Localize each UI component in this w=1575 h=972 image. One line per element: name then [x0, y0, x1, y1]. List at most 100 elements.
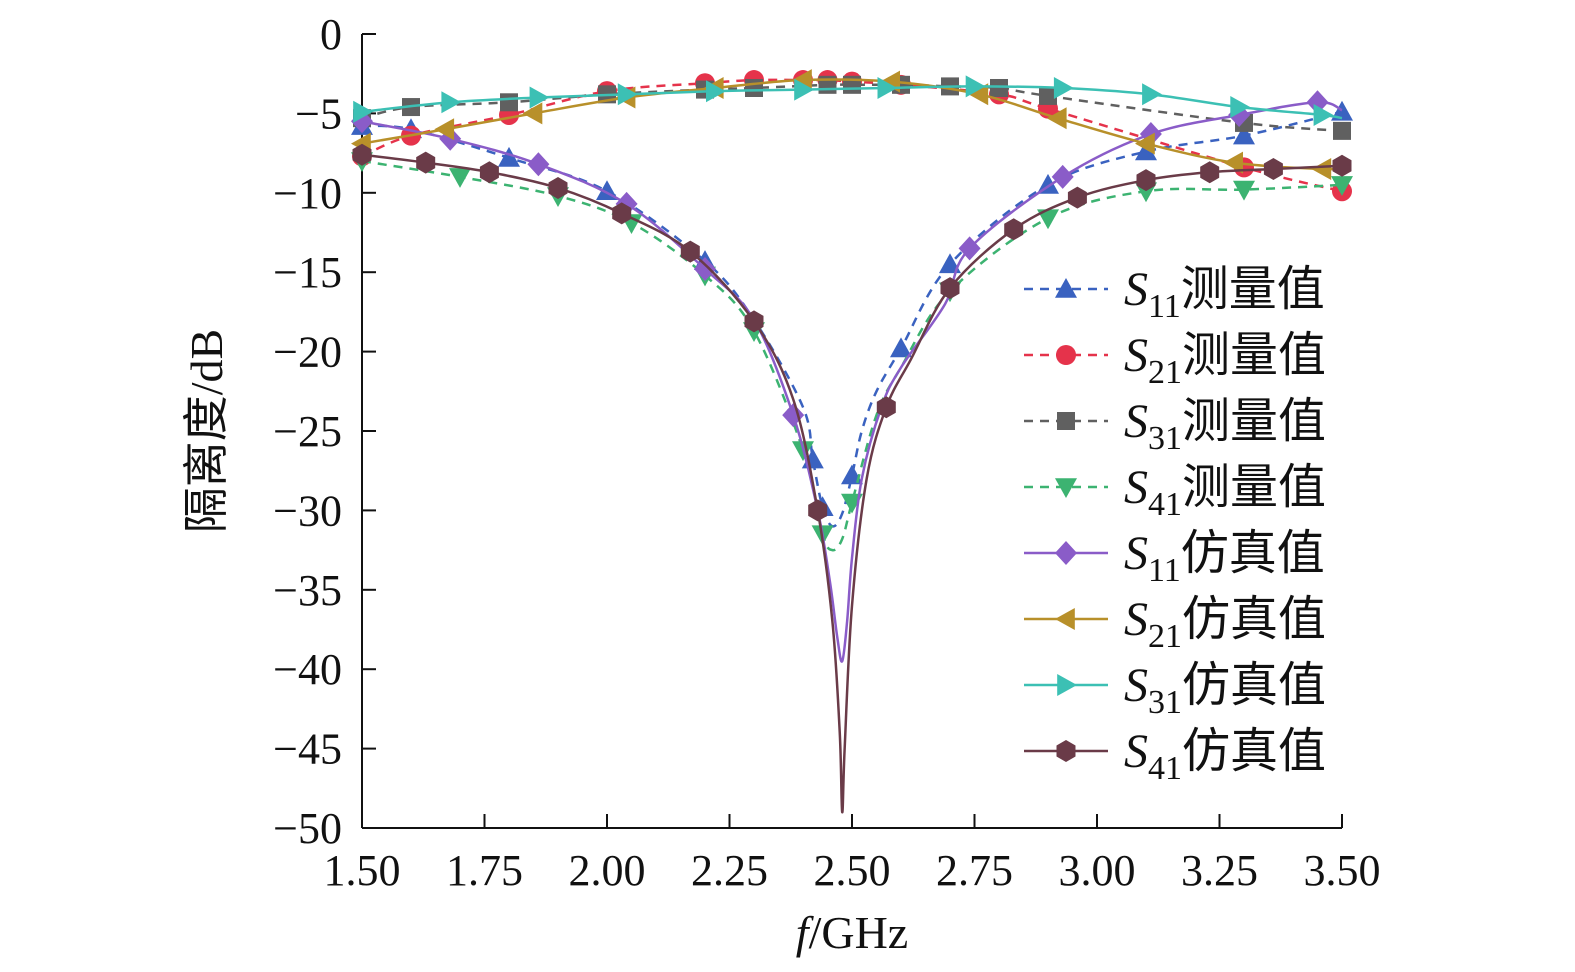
x-tick-label: 3.25: [1181, 846, 1258, 895]
y-tick-label: −40: [273, 645, 342, 694]
data-point: [1333, 121, 1351, 140]
legend-symbol: S: [1124, 593, 1148, 646]
x-axis-title-unit: /GHz: [809, 907, 909, 958]
legend-marker: [1055, 541, 1077, 565]
data-point: [353, 100, 373, 123]
x-tick-label: 3.50: [1304, 846, 1381, 895]
series-S21仿真值: [351, 69, 1343, 180]
data-point: [1053, 77, 1074, 99]
legend-entry: S31测量值: [1024, 395, 1326, 457]
x-tick-label: 2.00: [569, 846, 646, 895]
legend-kind: 仿真值: [1181, 527, 1325, 580]
y-tick-label: −5: [295, 89, 342, 138]
data-point: [1223, 151, 1243, 174]
data-point: [1233, 180, 1255, 201]
data-point: [792, 69, 812, 92]
series-S41仿真值: [352, 143, 1352, 814]
series-S31仿真值: [353, 75, 1343, 126]
data-point: [1004, 218, 1024, 241]
data-point: [1313, 104, 1334, 126]
y-tick-label: −45: [273, 725, 342, 774]
legend-subscript: 11: [1148, 288, 1181, 325]
legend-kind: 测量值: [1181, 263, 1325, 316]
data-point: [1135, 132, 1155, 155]
data-point: [434, 118, 455, 141]
legend-label: S21仿真值: [1124, 593, 1326, 655]
data-point: [1331, 176, 1353, 196]
legend-kind: 仿真值: [1182, 593, 1326, 646]
data-point: [500, 93, 518, 112]
x-ticks: 1.50 1.75 2.00 2.25 2.50 2.75 3.00 3.25 3.50: [324, 814, 1381, 895]
x-tick-label: 2.25: [691, 846, 768, 895]
data-point: [808, 499, 828, 522]
data-point: [1046, 107, 1067, 130]
data-point: [1200, 161, 1220, 184]
legend-subscript: 11: [1148, 552, 1181, 589]
data-point: [876, 396, 896, 419]
data-point: [968, 83, 989, 106]
legend-label: S31仿真值: [1124, 659, 1326, 721]
x-axis-title: f/GHz: [796, 907, 908, 958]
legend-symbol: S: [1124, 659, 1148, 712]
data-point: [744, 310, 764, 333]
y-tick-label: −30: [273, 486, 342, 535]
x-tick-label: 3.00: [1059, 846, 1136, 895]
data-point: [1306, 90, 1329, 115]
data-point: [990, 78, 1008, 97]
data-point: [1233, 124, 1255, 145]
legend-symbol: S: [1124, 395, 1148, 448]
y-tick-label: −50: [273, 804, 342, 853]
data-point: [441, 91, 462, 114]
data-point: [694, 257, 716, 281]
legend-subscript: 21: [1148, 354, 1182, 391]
legend-symbol: S: [1124, 461, 1148, 514]
y-tick-label: 0: [320, 10, 342, 59]
legend-label: S41测量值: [1124, 461, 1326, 523]
legend-subscript: 41: [1148, 486, 1182, 523]
legend-symbol: S: [1124, 527, 1148, 580]
legend-symbol: S: [1124, 263, 1148, 316]
legend-marker: [1055, 608, 1075, 630]
y-tick-label: −20: [273, 328, 342, 377]
data-point: [352, 143, 372, 166]
series-S11测量值: [351, 100, 1353, 528]
legend-subscript: 41: [1148, 750, 1182, 787]
legend-symbol: S: [1124, 725, 1148, 778]
x-tick-label: 2.50: [814, 846, 891, 895]
plot-area: [351, 69, 1353, 814]
data-point: [1039, 86, 1057, 105]
data-point: [1037, 209, 1059, 230]
legend-marker: [1057, 674, 1077, 696]
data-point: [529, 86, 550, 109]
legend-marker: [1055, 278, 1077, 298]
data-point: [527, 152, 550, 177]
legend-kind: 仿真值: [1182, 725, 1326, 778]
data-point: [958, 236, 981, 261]
data-point: [1051, 164, 1074, 189]
data-point: [522, 102, 543, 125]
legend-entry: S31仿真值: [1024, 659, 1326, 721]
axes: 0 −5 −10 −15 −20 −25 −30 −35 −40 −45 −50 1.50 1.75 2…: [273, 10, 1380, 895]
y-tick-label: −25: [273, 407, 342, 456]
data-point: [548, 177, 568, 199]
y-axis-title: 隔离度/dB: [181, 329, 232, 533]
data-point: [617, 83, 638, 106]
legend-marker: [1057, 412, 1075, 430]
legend-entry: S11仿真值: [1024, 527, 1325, 589]
legend-symbol: S: [1124, 329, 1148, 382]
x-tick-label: 1.75: [446, 846, 523, 895]
x-tick-label: 1.50: [324, 846, 401, 895]
data-point: [498, 146, 520, 167]
data-point: [1311, 158, 1332, 180]
legend-label: S11测量值: [1124, 263, 1325, 325]
data-point: [745, 78, 763, 97]
legend-entry: S41测量值: [1024, 461, 1326, 523]
data-point: [1331, 100, 1353, 121]
legend-entry: S21仿真值: [1024, 593, 1326, 655]
legend-marker: [1056, 740, 1076, 762]
data-point: [794, 78, 814, 101]
legend-label: S41仿真值: [1124, 725, 1326, 787]
y-tick-label: −35: [273, 566, 342, 615]
y-tick-label: −15: [273, 248, 342, 297]
